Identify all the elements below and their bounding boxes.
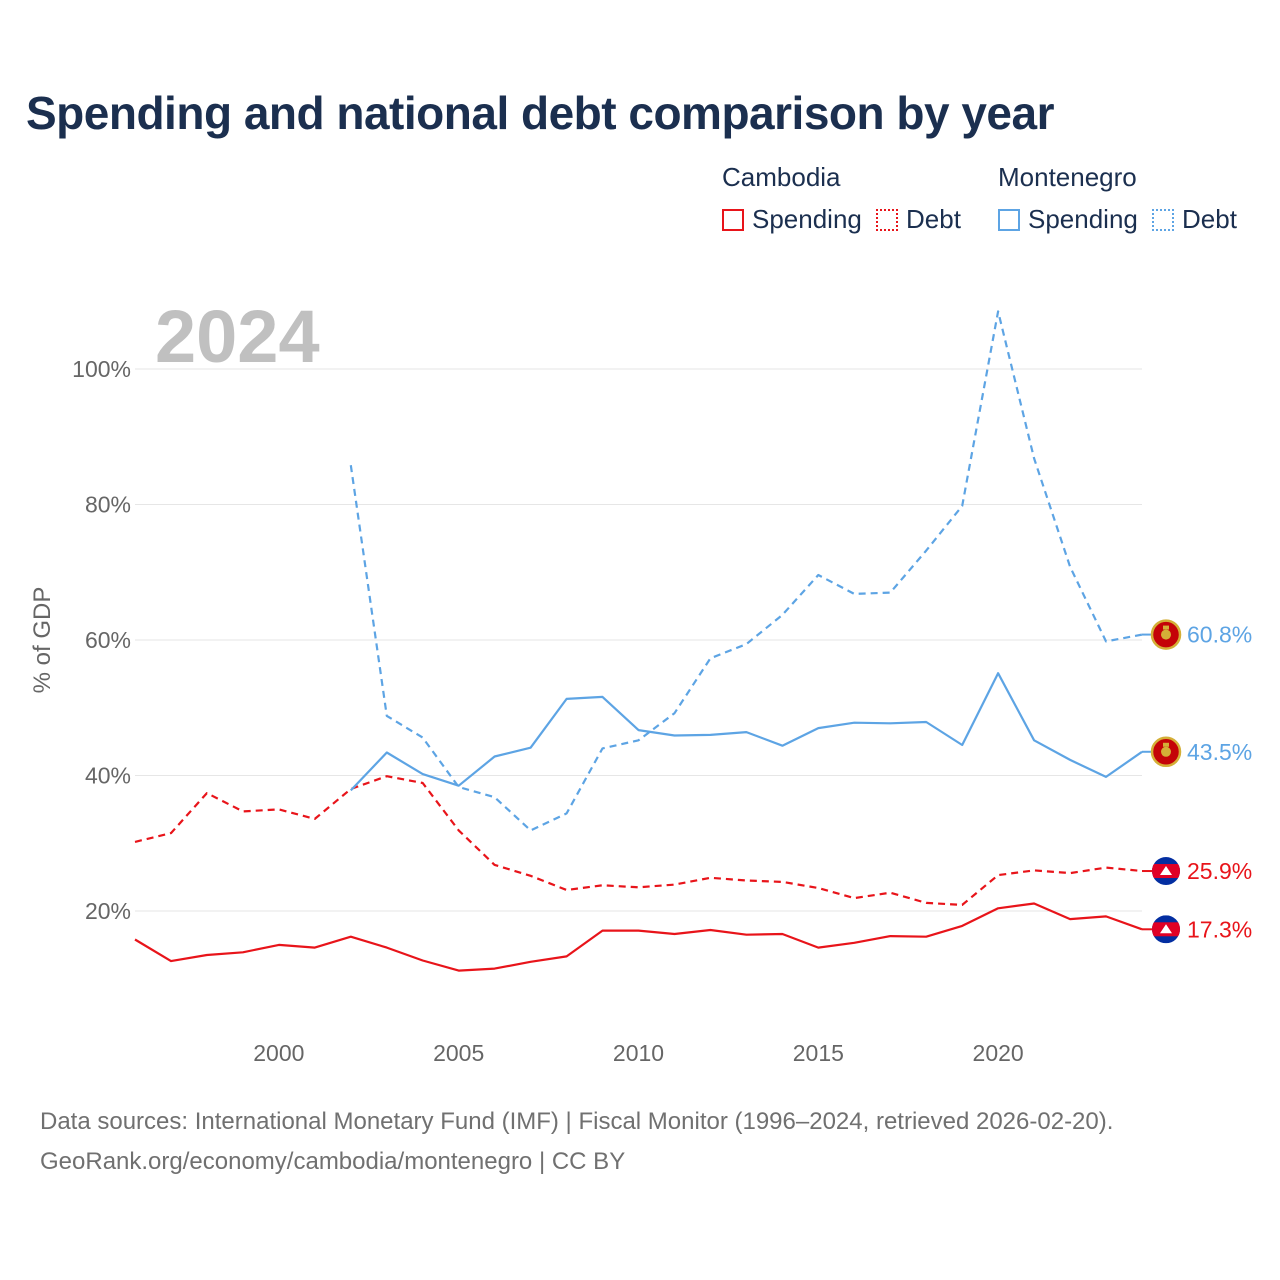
chart-title: Spending and national debt comparison by… [26,87,1055,139]
series-layer [134,310,1143,972]
legend-group-montenegro: Montenegro [998,162,1137,192]
line-chart: 2024 20% 40% 60% 80% 100% 2000 2005 2010 2015 202… [29,295,1252,1066]
legend-label: Debt [1182,204,1237,234]
end-value-label: 60.8% [1187,622,1252,648]
y-tick-label: 20% [85,898,131,924]
legend-swatch-dotted-blue [1152,208,1174,231]
series-line-cambodia-spending[interactable] [134,902,1143,972]
marker-layer: 17.3% 25.9% 43.5% 60.8% [1142,619,1252,944]
end-value-label: 25.9% [1187,858,1252,884]
y-tick-label: 40% [85,763,131,789]
attribution-link[interactable]: GeoRank.org/economy/cambodia/montenegro … [40,1148,626,1175]
axis-layer: 20% 40% 60% 80% 100% 2000 2005 2010 2015 2020 [72,356,1024,1066]
data-sources: Data sources: International Monetary Fun… [40,1108,1114,1135]
x-tick-label: 2005 [433,1040,484,1066]
legend-label: Spending [1028,204,1138,234]
legend-swatch-solid-blue [998,208,1020,231]
x-tick-label: 2000 [253,1040,304,1066]
series-line-montenegro-spending[interactable] [350,672,1143,792]
legend-swatch-solid-red [722,208,744,231]
legend-montenegro-spending[interactable]: Spending [998,204,1138,235]
y-tick-label: 100% [72,356,131,382]
series-line-cambodia-debt[interactable] [134,775,1143,907]
legend-cambodia-debt[interactable]: Debt [876,204,961,235]
montenegro-flag-icon [1150,619,1182,650]
x-tick-label: 2010 [613,1040,664,1066]
cambodia-flag-icon [1152,915,1180,944]
legend-montenegro-debt[interactable]: Debt [1152,204,1237,235]
legend-swatch-dotted-red [876,208,898,231]
legend-group-cambodia: Cambodia [722,162,841,192]
cambodia-flag-icon [1152,857,1180,886]
y-tick-label: 60% [85,627,131,653]
series-line-montenegro-debt[interactable] [349,310,1143,832]
x-tick-label: 2015 [793,1040,844,1066]
montenegro-flag-icon [1150,736,1182,768]
grid-layer [135,368,1142,912]
legend-label: Debt [906,204,961,234]
legend-cambodia-spending[interactable]: Spending [722,204,862,235]
y-axis-title: % of GDP [29,587,56,694]
end-value-label: 17.3% [1187,916,1252,942]
end-value-label: 43.5% [1187,739,1252,765]
x-tick-label: 2020 [973,1040,1024,1066]
y-tick-label: 80% [85,492,131,518]
legend-label: Spending [752,204,862,234]
year-watermark: 2024 [155,295,320,378]
